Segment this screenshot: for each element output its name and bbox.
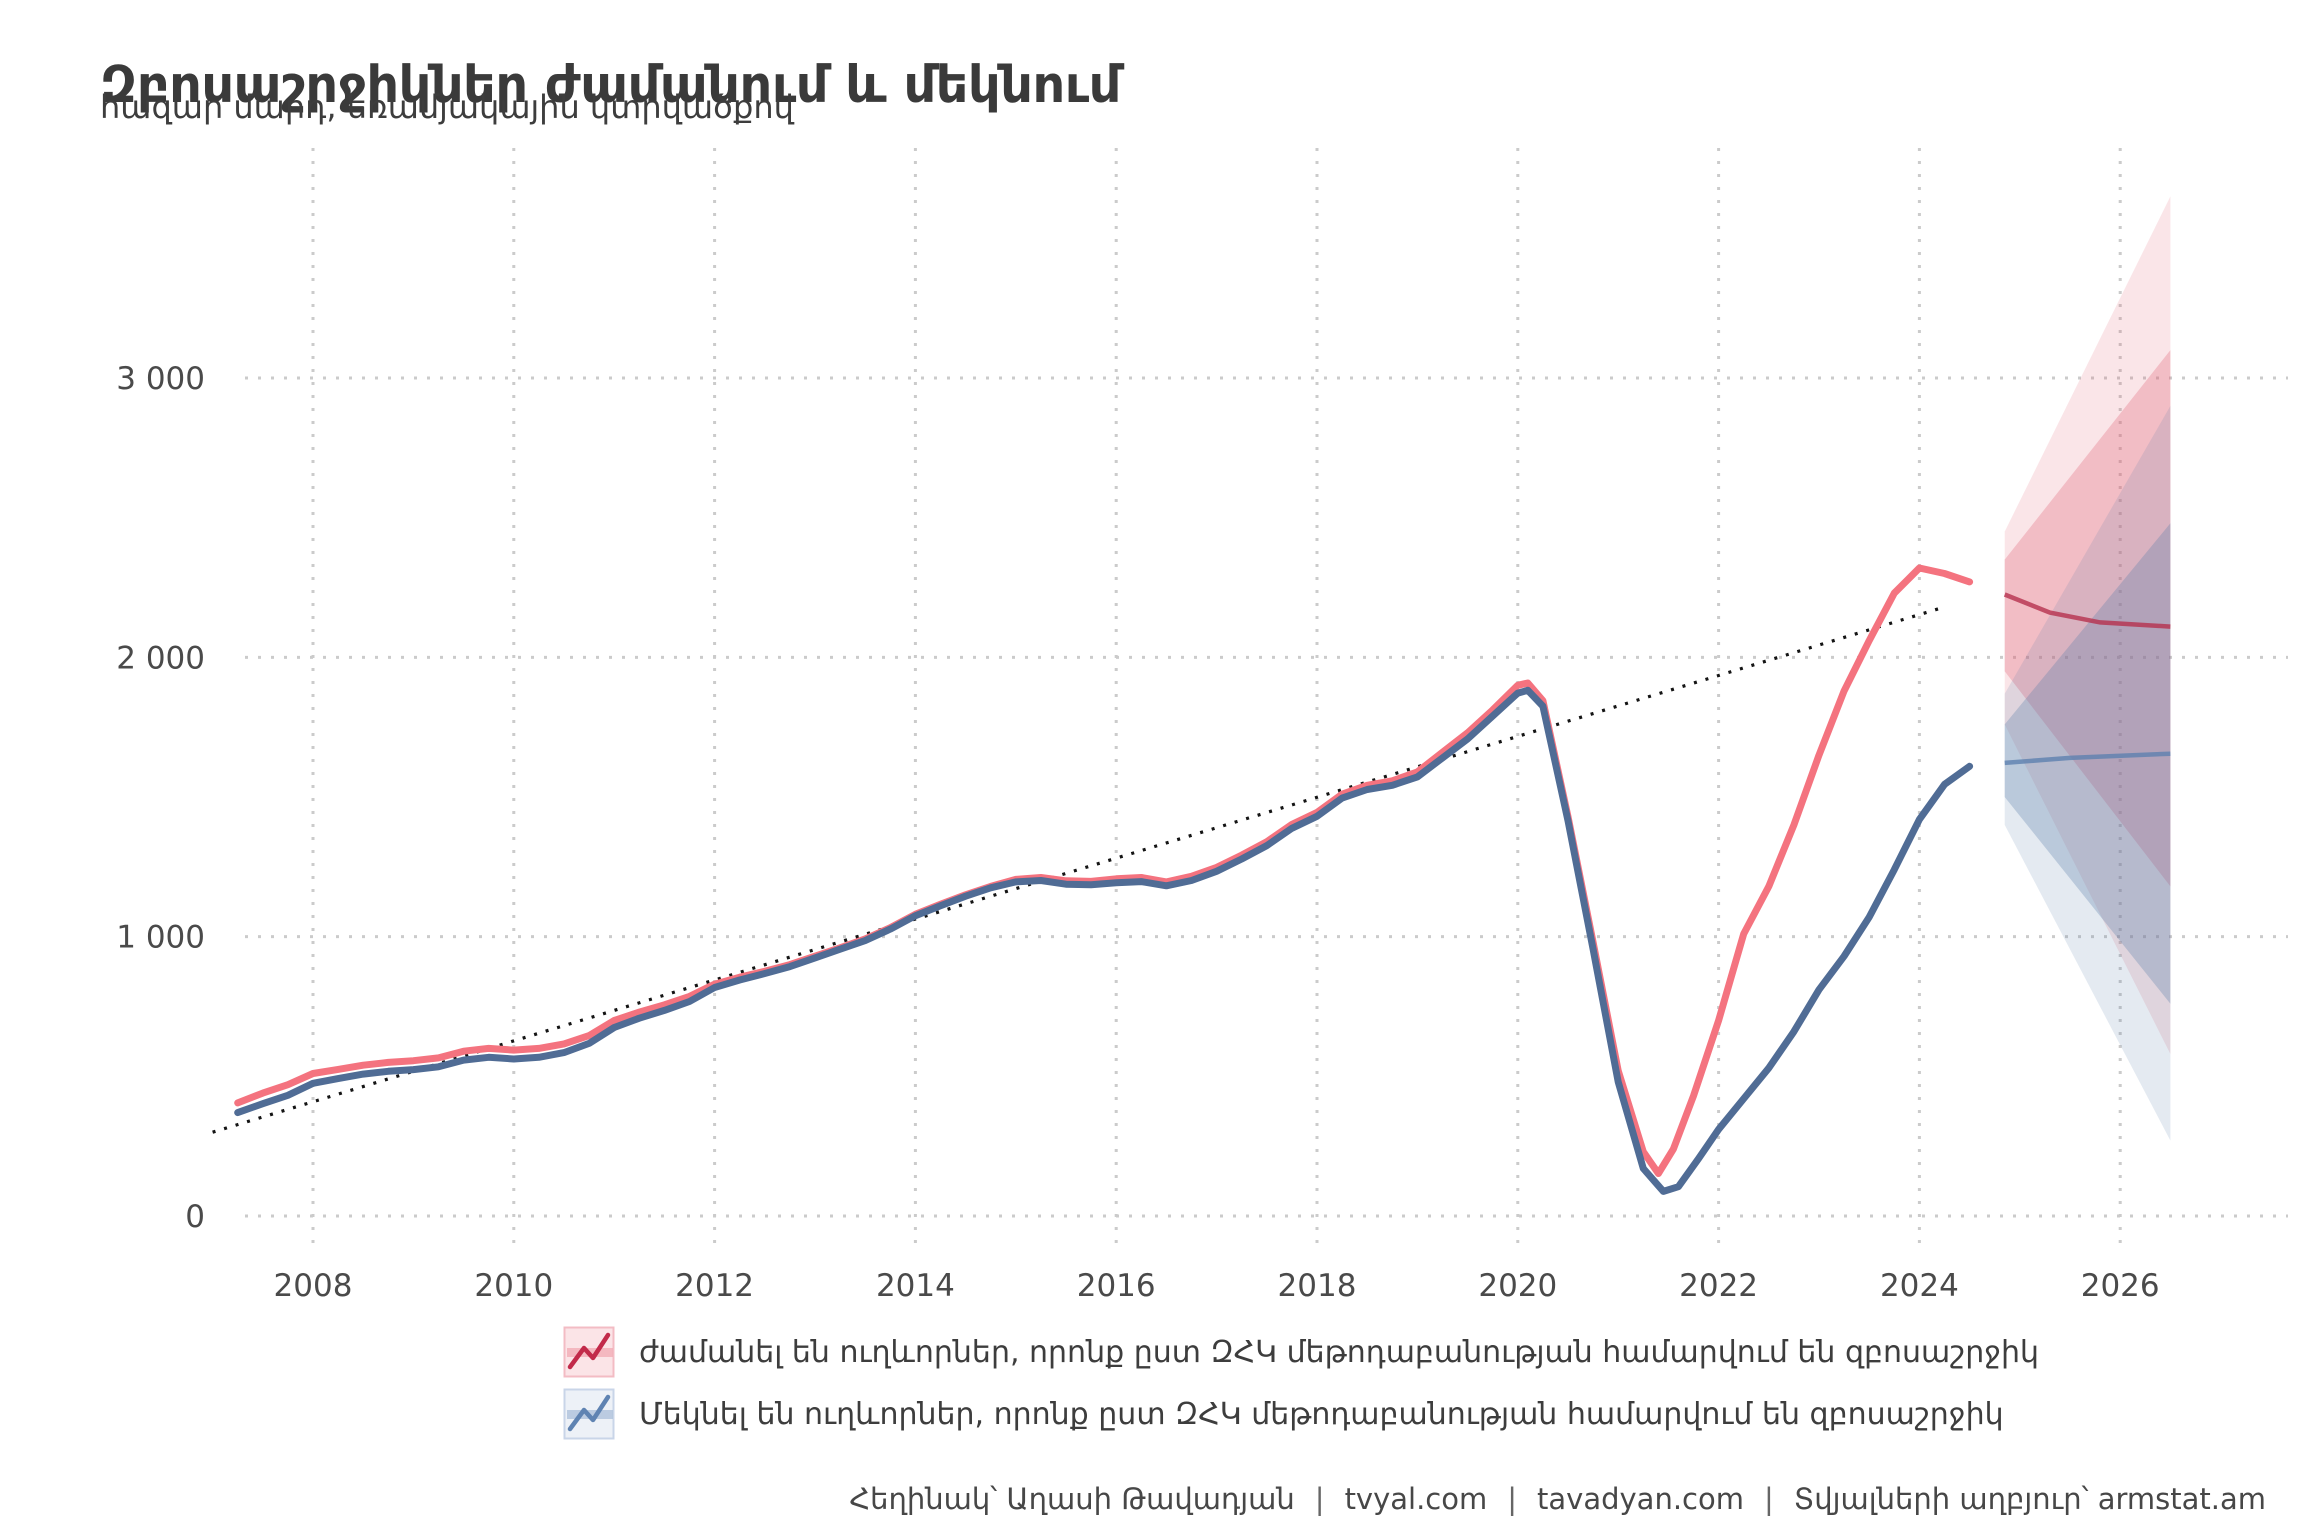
x-tick-label-2012: 2012 [675, 1268, 754, 1304]
footer-author: Հեղինակ՝ Աղասի Թավադյան [849, 1482, 1295, 1516]
legend-item-arrivals: ժամանել են ուղևորներ, որոնք ըստ ԶՀԿ մեթո… [563, 1326, 2039, 1378]
y-tick-label-0: 0 [185, 1199, 205, 1235]
trendline [212, 606, 1940, 1134]
forecast-fan-outer-arrivals [2004, 196, 2171, 1054]
series-line-departures [234, 686, 1974, 1195]
chart-title: Զբոսաշրջիկներ ժամանում և մեկնում [100, 56, 1121, 116]
legend-label-arrivals: ժամանել են ուղևորներ, որոնք ըստ ԶՀԿ մեթո… [639, 1334, 2040, 1370]
forecast-center-line-departures [2004, 751, 2171, 766]
footer-data-source: Տվյալների աղբյուր՝ armstat.am [1793, 1482, 2266, 1516]
chart-subtitle: հազար մարդ, եռամյակային կտրվածքով [100, 88, 794, 126]
x-tick-label-2014: 2014 [876, 1268, 955, 1304]
legend-label-departures: Մեկնել են ուղևորներ, որոնք ըստ ԶՀԿ մեթոդ… [639, 1396, 2004, 1432]
x-tick-label-2026: 2026 [2081, 1268, 2160, 1304]
y-tick-label-2000: 2 000 [116, 640, 205, 676]
footer-separator: | [1314, 1482, 1325, 1516]
chart-legend: ժամանել են ուղևորներ, որոնք ըստ ԶՀԿ մեթո… [563, 1326, 2039, 1440]
y-tick-label-1000: 1 000 [116, 920, 205, 956]
y-tick-label-3000: 3 000 [116, 361, 205, 397]
x-tick-label-2020: 2020 [1478, 1268, 1557, 1304]
forecast-fan-inner-departures [2004, 523, 2171, 1004]
x-tick-label-2022: 2022 [1679, 1268, 1758, 1304]
footer-link-tvyal: tvyal.com [1344, 1482, 1488, 1516]
footer-link-tavadyan: tavadyan.com [1537, 1482, 1744, 1516]
series-line-arrivals [234, 564, 1974, 1177]
legend-item-departures: Մեկնել են ուղևորներ, որոնք ըստ ԶՀԿ մեթոդ… [563, 1388, 2039, 1440]
x-tick-label-2018: 2018 [1278, 1268, 1357, 1304]
forecast-fan-outer-departures [2004, 405, 2171, 1141]
x-tick-label-2008: 2008 [274, 1268, 353, 1304]
departures-line-swatch-icon [563, 1388, 615, 1440]
footer-separator: | [1507, 1482, 1518, 1516]
forecast-center-line-arrivals [2003, 592, 2171, 629]
x-tick-label-2024: 2024 [1880, 1268, 1959, 1304]
footer-separator: | [1763, 1482, 1774, 1516]
x-tick-label-2010: 2010 [474, 1268, 553, 1304]
credits-footer: Հեղինակ՝ Աղասի Թավադյան | tvyal.com | tavady… [849, 1482, 2266, 1516]
arrivals-line-swatch-icon [563, 1326, 615, 1378]
x-tick-label-2016: 2016 [1077, 1268, 1156, 1304]
